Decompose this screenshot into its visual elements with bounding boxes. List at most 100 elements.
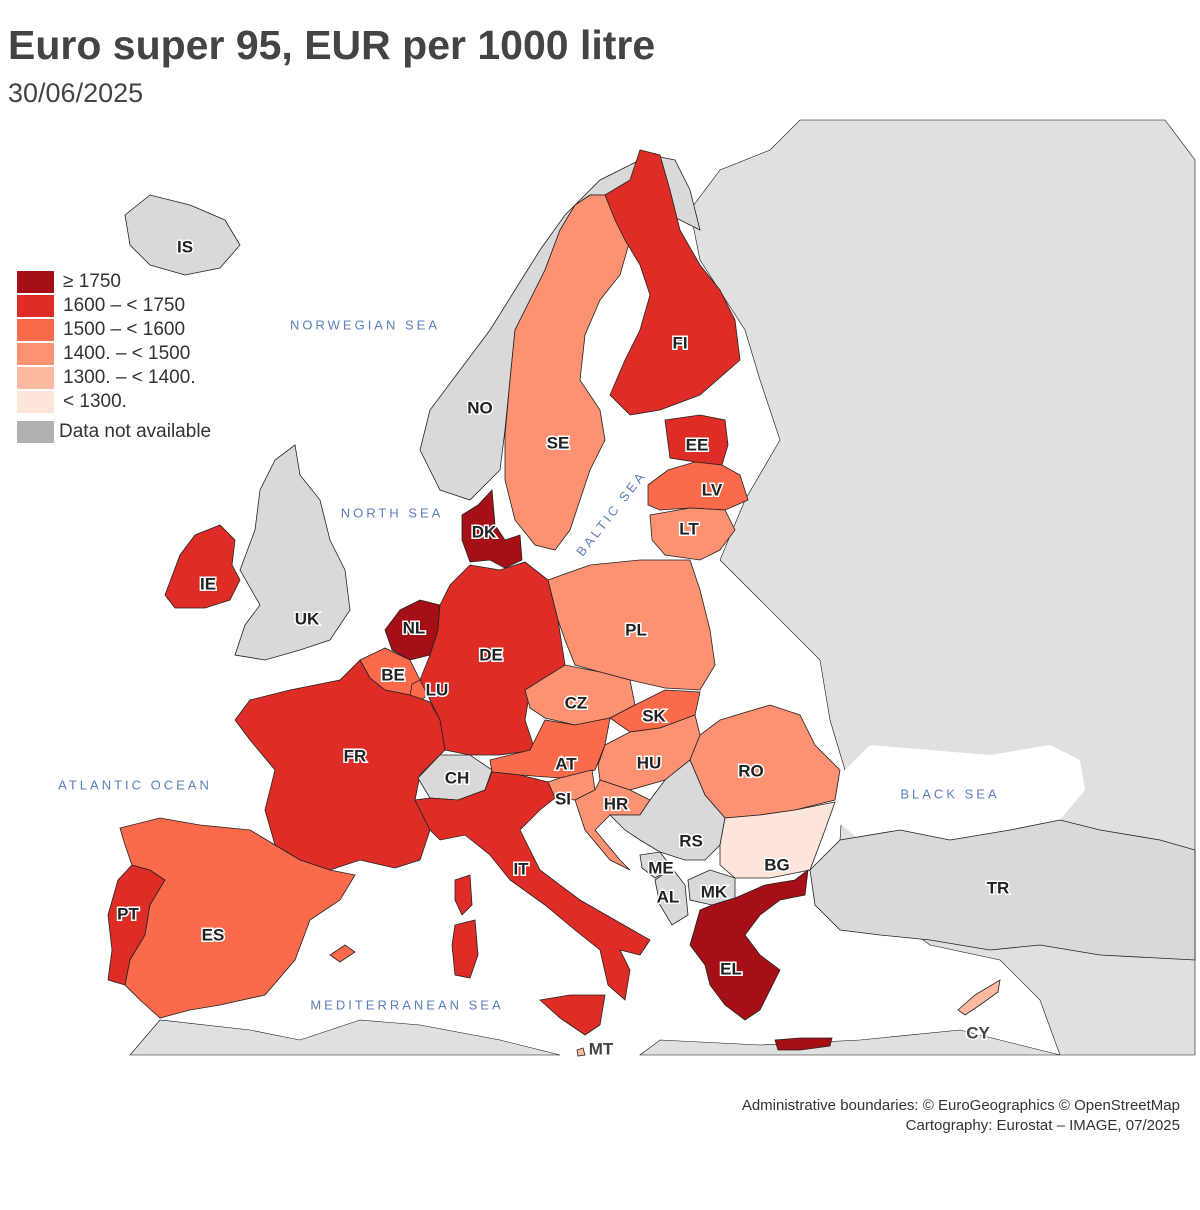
- non-eu-land: [129, 119, 1196, 1056]
- country-finland[interactable]: [604, 149, 741, 416]
- country-label-ro: RO: [738, 761, 764, 780]
- country-label-it: IT: [513, 859, 529, 878]
- country-label-se: SE: [547, 433, 570, 452]
- country-france[interactable]: [234, 659, 446, 871]
- country-label-fi: FI: [672, 333, 687, 352]
- country-label-dk: DK: [472, 522, 497, 541]
- sea-label-atlantic: ATLANTIC OCEAN: [58, 777, 212, 792]
- country-label-rs: RS: [679, 831, 703, 850]
- legend-swatch: [17, 421, 54, 443]
- sea-label-north: NORTH SEA: [341, 505, 444, 520]
- country-germany[interactable]: [419, 561, 566, 756]
- country-label-bg: BG: [764, 855, 790, 874]
- country-label-me: ME: [648, 858, 674, 877]
- land-russia-east: [689, 119, 1196, 1056]
- legend-item: < 1300.: [17, 390, 211, 414]
- country-cyprus[interactable]: [957, 979, 1001, 1016]
- country-label-hr: HR: [604, 794, 629, 813]
- legend-item: 1300. – < 1400.: [17, 366, 211, 390]
- country-label-mk: MK: [701, 882, 728, 901]
- country-lithuania[interactable]: [649, 507, 736, 561]
- country-spain[interactable]: [119, 817, 356, 1019]
- map-date: 30/06/2025: [8, 78, 144, 108]
- black-sea-water: [835, 745, 1085, 840]
- country-bulgaria[interactable]: [719, 801, 836, 879]
- country-label-lt: LT: [679, 519, 699, 538]
- legend-item: ≥ 1750: [17, 270, 211, 294]
- country-italy-sicily[interactable]: [539, 994, 606, 1036]
- legend: ≥ 1750 1600 – < 1750 1500 – < 1600 1400.…: [17, 270, 211, 444]
- credits-boundaries: Administrative boundaries: © EuroGeograp…: [741, 1097, 1180, 1114]
- legend-label: ≥ 1750: [63, 271, 121, 292]
- country-label-de: DE: [479, 645, 503, 664]
- country-italy-sardinia[interactable]: [451, 919, 479, 979]
- legend-label: 1300. – < 1400.: [63, 367, 196, 388]
- legend-label: Data not available: [59, 421, 212, 442]
- country-label-pt: PT: [117, 904, 139, 923]
- country-label-cy: CY: [966, 1023, 990, 1042]
- sea-label-mediterranean: MEDITERRANEAN SEA: [310, 997, 503, 1012]
- legend-item-na: Data not available: [17, 420, 211, 444]
- credits: Administrative boundaries: © EuroGeograp…: [742, 1096, 1180, 1136]
- country-label-tr: TR: [987, 878, 1010, 897]
- country-label-fr: FR: [344, 746, 367, 765]
- country-spain-balearic[interactable]: [329, 944, 356, 963]
- country-label-sk: SK: [642, 706, 666, 725]
- legend-label: 1500 – < 1600: [63, 319, 186, 340]
- country-label-lu: LU: [426, 680, 449, 699]
- country-label-mt: MT: [589, 1039, 614, 1058]
- legend-swatch: [17, 295, 54, 317]
- legend-swatch: [17, 367, 54, 389]
- sea-label-norwegian: NORWEGIAN SEA: [290, 317, 440, 332]
- legend-item: 1600 – < 1750: [17, 294, 211, 318]
- country-label-lv: LV: [702, 480, 723, 499]
- country-poland[interactable]: [547, 559, 716, 691]
- legend-label: 1600 – < 1750: [63, 295, 186, 316]
- country-label-es: ES: [202, 925, 225, 944]
- country-label-ie: IE: [200, 574, 216, 593]
- country-latvia[interactable]: [647, 461, 749, 511]
- legend-label: 1400. – < 1500: [63, 343, 191, 364]
- legend-swatch: [17, 319, 54, 341]
- country-france-corsica[interactable]: [454, 874, 473, 916]
- country-greece[interactable]: [689, 869, 809, 1021]
- country-ireland[interactable]: [164, 524, 241, 609]
- land-africa-east: [639, 1029, 1061, 1056]
- country-italy[interactable]: [414, 771, 651, 1001]
- country-label-pl: PL: [625, 620, 647, 639]
- credits-cartography: Cartography: Eurostat – IMAGE, 07/2025: [905, 1117, 1180, 1134]
- country-romania[interactable]: [689, 704, 841, 819]
- country-estonia[interactable]: [664, 414, 729, 466]
- sea-label-black: BLACK SEA: [900, 786, 999, 801]
- country-iceland[interactable]: [124, 194, 241, 276]
- country-malta[interactable]: [576, 1047, 586, 1057]
- country-label-no: NO: [467, 398, 493, 417]
- country-sweden[interactable]: [504, 194, 631, 551]
- country-label-el: EL: [720, 959, 742, 978]
- country-label-ch: CH: [445, 768, 470, 787]
- land-africa: [129, 1019, 561, 1056]
- country-denmark[interactable]: [461, 489, 523, 569]
- map-title: Euro super 95, EUR per 1000 litre: [8, 22, 656, 68]
- country-label-al: AL: [657, 887, 680, 906]
- country-label-hu: HU: [637, 753, 662, 772]
- legend-item: 1500 – < 1600: [17, 318, 211, 342]
- country-label-ee: EE: [686, 435, 709, 454]
- legend-label: < 1300.: [63, 391, 127, 412]
- country-label-nl: NL: [403, 618, 426, 637]
- country-albania[interactable]: [654, 867, 689, 926]
- legend-swatch: [17, 343, 54, 365]
- country-united-kingdom[interactable]: [234, 444, 351, 661]
- country-greece-crete[interactable]: [774, 1037, 833, 1051]
- country-montenegro[interactable]: [639, 851, 673, 879]
- country-label-cz: CZ: [565, 693, 588, 712]
- legend-item: 1400. – < 1500: [17, 342, 211, 366]
- country-label-uk: UK: [295, 609, 320, 628]
- legend-swatch: [17, 271, 54, 293]
- country-label-is: IS: [177, 237, 193, 256]
- legend-swatch: [17, 391, 54, 413]
- country-turkey[interactable]: [809, 819, 1196, 961]
- country-label-be: BE: [381, 665, 405, 684]
- country-label-si: SI: [555, 789, 571, 808]
